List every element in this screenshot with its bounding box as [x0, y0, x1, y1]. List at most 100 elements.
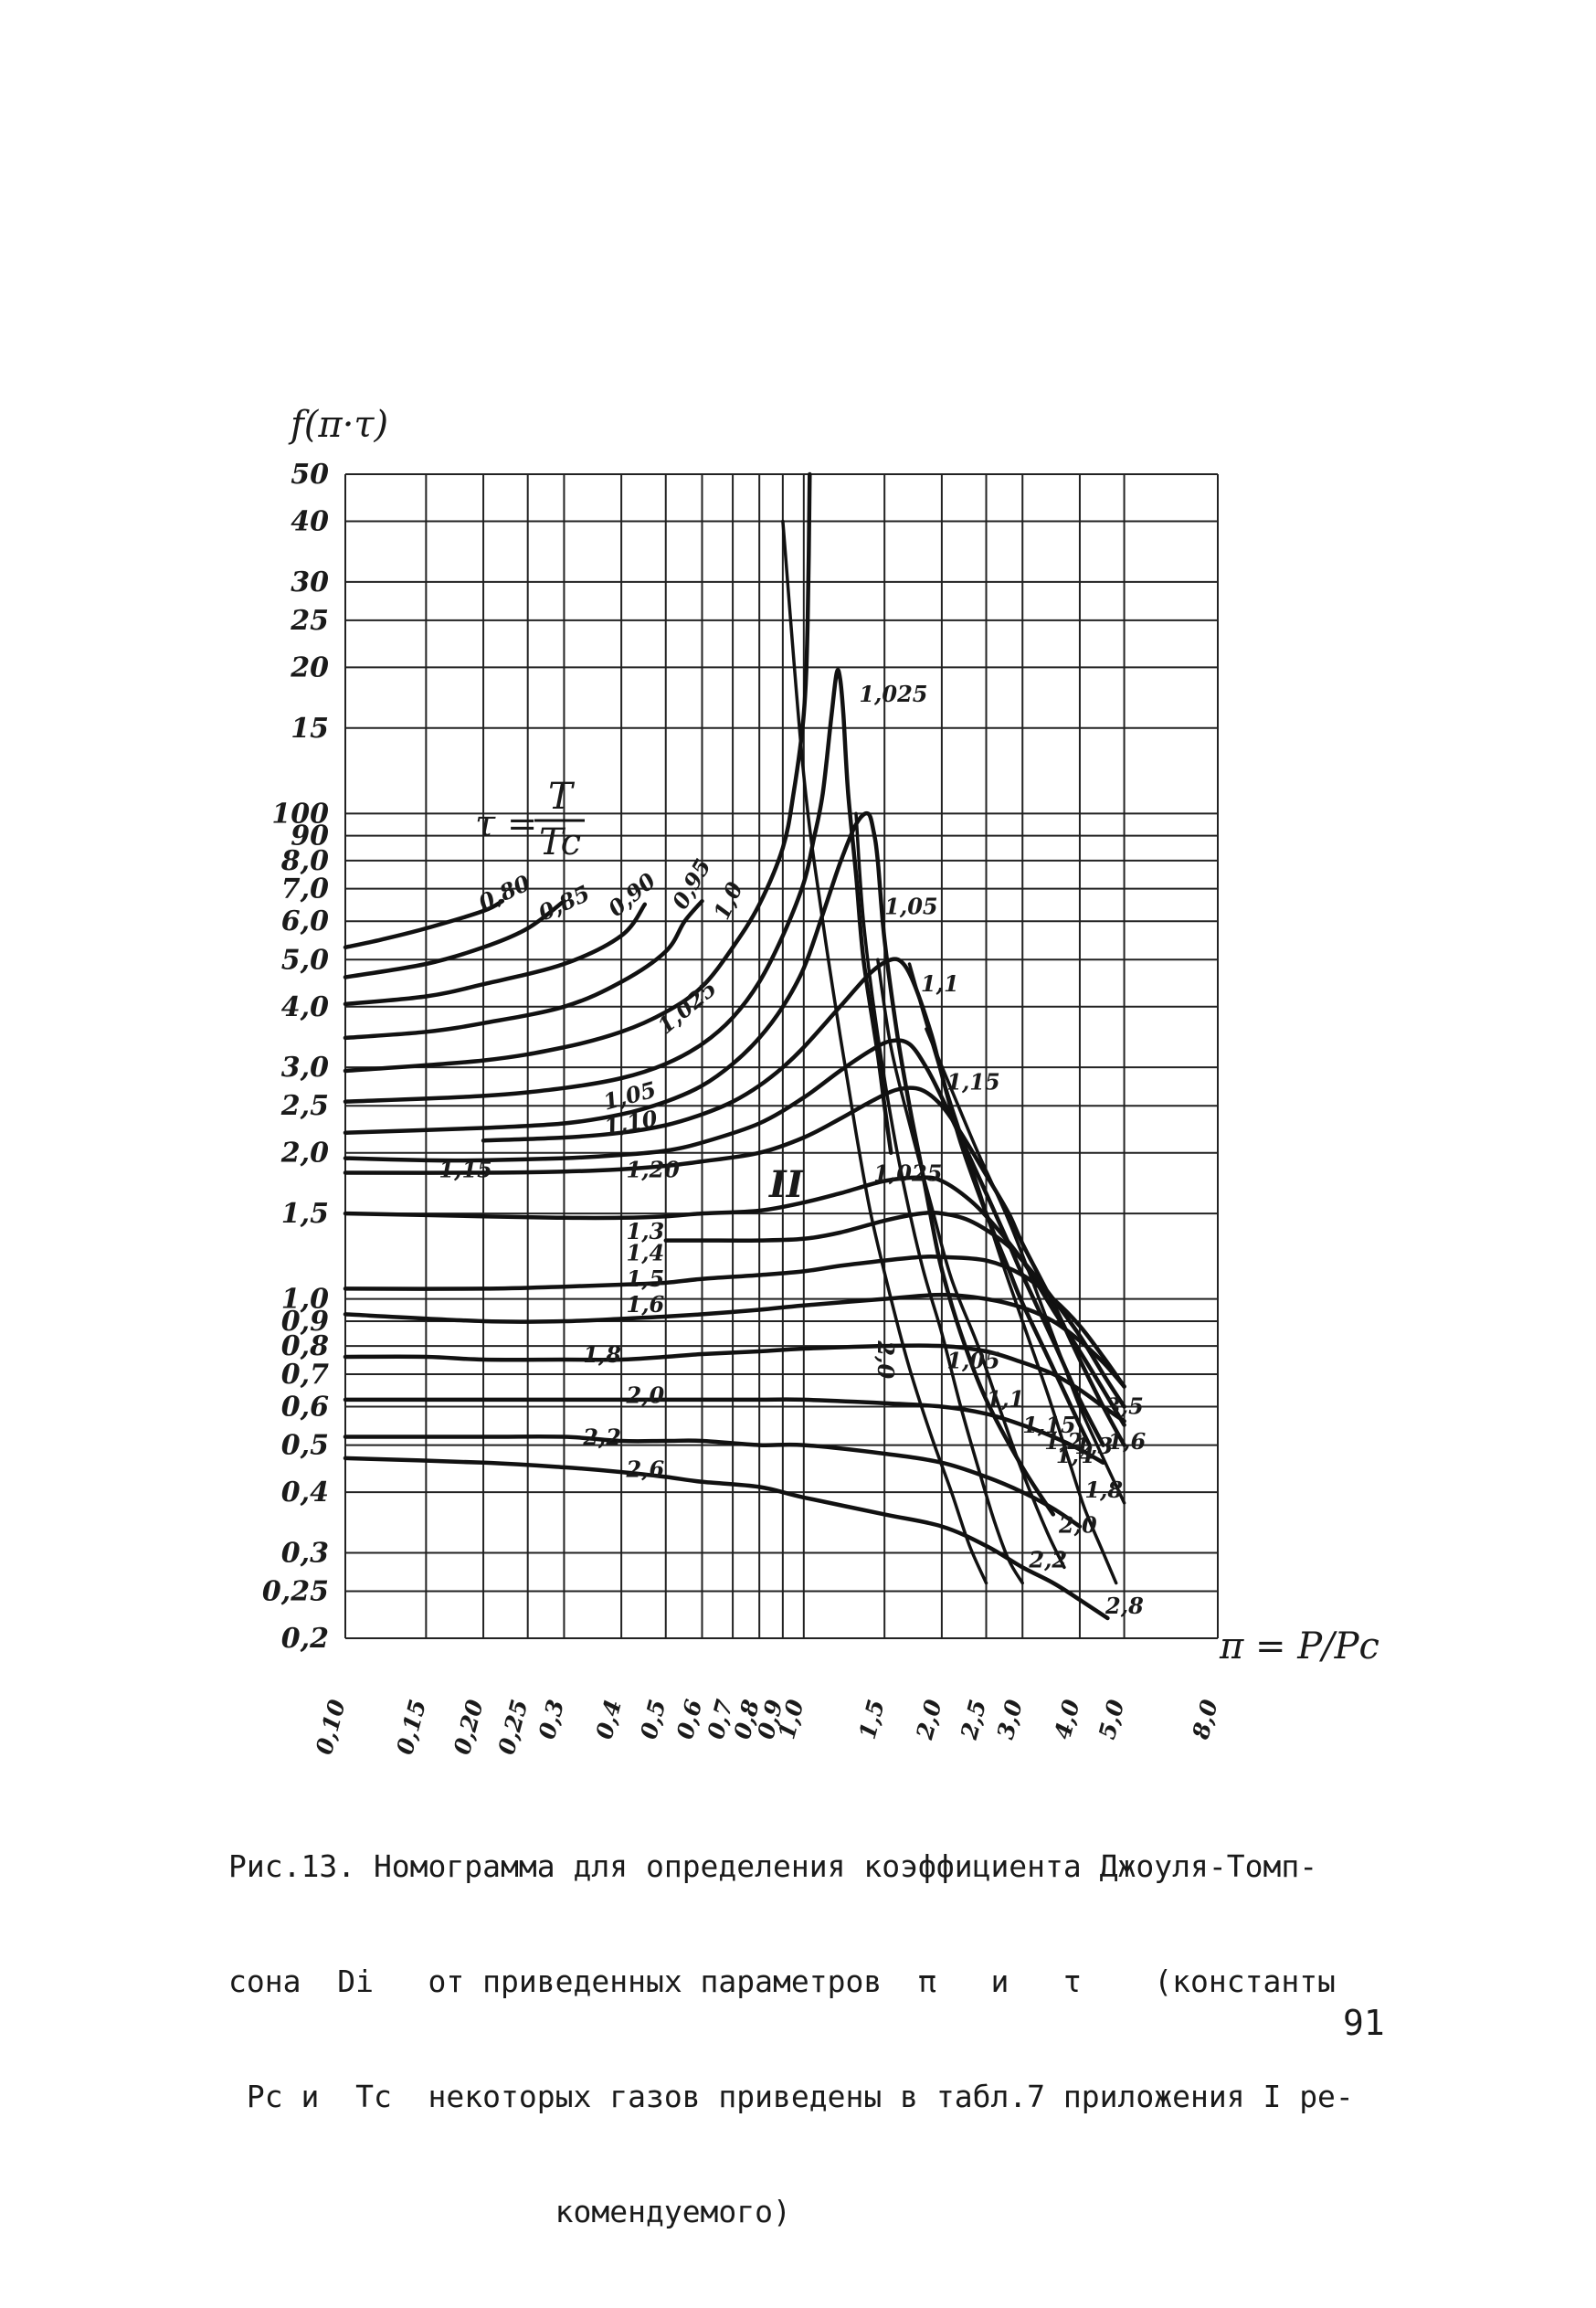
y-tick-label: 8,0: [280, 845, 329, 877]
y-tick-label: 50: [291, 459, 329, 491]
tau-curve-label: 1,8: [583, 1341, 621, 1368]
tau-definition: τ = T Tc: [475, 776, 585, 863]
tau-curve-label: 2,2: [582, 1424, 621, 1451]
pi-curve: [907, 962, 1118, 1585]
x-axis-label-text: π = P/Pc: [1219, 1625, 1379, 1667]
tau-curve: [343, 1397, 1105, 1466]
x-tick-label: 0,5: [635, 1697, 671, 1742]
x-tick-label: 2,5: [956, 1697, 992, 1742]
tau-curve: [343, 1434, 1083, 1529]
tau-curve: [343, 1175, 1126, 1427]
tau-curve-label: 1,0: [708, 877, 748, 923]
y-tick-label: 100: [271, 798, 329, 830]
pi-curve-label: 1,3: [1074, 1433, 1113, 1459]
y-tick-label: 6,0: [281, 905, 329, 937]
pi-curve-label: 1,15: [946, 1068, 999, 1095]
y-tick-label: 0,6: [281, 1392, 329, 1424]
pi-curve-label: 1,2: [1044, 1428, 1083, 1455]
tau-curve: [343, 898, 505, 950]
x-tick-label: 0,15: [391, 1697, 431, 1757]
pi-curve-label: 2,8: [1105, 1593, 1144, 1619]
x-tick-label: 1,5: [854, 1697, 890, 1742]
pi-curve-label: 2,0: [872, 1339, 899, 1379]
pi-curve-label: 1,025: [859, 681, 927, 707]
x-tick-label: 3,0: [992, 1696, 1028, 1742]
tau-curve-label: 2,6: [626, 1456, 665, 1482]
pi-curve: [781, 519, 988, 1585]
x-tick-label: 0,20: [449, 1696, 489, 1757]
y-tick-labels: 0,2 0,25 0,3 0,4 0,5 0,60,70,80,91,0 1,5 2,0 2,5…: [262, 459, 329, 1655]
tau-curve-label: 1,4: [627, 1240, 665, 1266]
y-tick-label: 2,0: [280, 1138, 329, 1170]
pi-curve-label: 1,8: [1084, 1477, 1123, 1503]
tau-curve: [343, 810, 1056, 1517]
pi-curve-label: 1,025: [873, 1160, 942, 1187]
tau-curve-label: 0,90: [603, 867, 661, 922]
tau-curve-label: 1,6: [627, 1291, 665, 1318]
x-tick-label: 0,10: [311, 1696, 351, 1757]
pi-curve: [854, 811, 1024, 1585]
tau-definition-lhs: τ =: [475, 803, 537, 845]
caption-line-2: сона Di от приведенных параметров π и τ …: [228, 1964, 1336, 1999]
y-tick-label: 1,5: [281, 1198, 329, 1230]
y-tick-label: 7,0: [281, 873, 329, 905]
y-tick-label: 0,8: [281, 1330, 329, 1362]
pi-curve: [925, 1027, 1126, 1505]
tau-curve: [481, 957, 1092, 1447]
x-tick-label: 0,3: [534, 1697, 569, 1742]
y-tick-label: 40: [291, 505, 329, 537]
pi-curve-label: 1,6: [1107, 1428, 1146, 1455]
tau-curve: [663, 1210, 1126, 1409]
pi-curve-label: 1,05: [884, 894, 937, 920]
tau-curve: [343, 902, 648, 1007]
tau-curve-label: 1,5: [627, 1265, 665, 1292]
tau-definition-denominator: Tc: [539, 821, 581, 863]
y-tick-label: 0,9: [281, 1306, 329, 1338]
y-tick-label: 0,7: [281, 1359, 329, 1391]
tau-curve-label: 1,15: [439, 1157, 491, 1183]
tau-definition-numerator: T: [548, 776, 576, 818]
y-tick-label: 5,0: [281, 944, 329, 976]
tau-curve: [343, 1038, 1105, 1447]
tau-curve: [343, 1292, 1126, 1389]
x-tick-label: 8,0: [1187, 1696, 1223, 1742]
y-tick-label: 0,3: [281, 1537, 329, 1569]
x-tick-label: 0,4: [591, 1697, 627, 1742]
y-tick-label: 1,0: [281, 1284, 329, 1316]
tau-curve-label: 2,0: [626, 1382, 665, 1409]
tau-curve: [343, 471, 812, 1074]
curves: [343, 471, 1126, 1621]
y-tick-label: 15: [291, 713, 329, 745]
pi-curve-label: 3,5: [1105, 1392, 1144, 1419]
x-tick-label: 0,25: [493, 1697, 534, 1757]
pi-curve: [876, 958, 1066, 1570]
y-tick-label: 20: [290, 651, 329, 683]
y-axis-label: f(π·τ): [288, 404, 388, 446]
tau-curve: [343, 1456, 1110, 1621]
pi-curve-label: 1,15: [1022, 1412, 1075, 1438]
pi-curve-label: 1,05: [946, 1347, 999, 1373]
pi-curve-label: 2,0: [1058, 1511, 1097, 1538]
y-tick-label: 3,0: [281, 1052, 329, 1084]
y-tick-label: 25: [290, 605, 329, 637]
pi-curve-label: 1,1: [987, 1386, 1025, 1413]
y-tick-label: 30: [291, 566, 329, 598]
figure-caption: Рис.13. Номограмма для определения коэфф…: [228, 1771, 1389, 2308]
tau-curve-label: 0,95: [667, 854, 716, 914]
page-number: 91: [1343, 2003, 1385, 2043]
caption-line-4: комендуемого): [228, 2194, 791, 2229]
tau-curve: [343, 898, 566, 979]
y-tick-label: 0,4: [281, 1477, 329, 1509]
tau-curve: [343, 1343, 1126, 1424]
x-tick-label: 5,0: [1094, 1696, 1129, 1742]
y-tick-label: 4,0: [281, 991, 329, 1023]
caption-line-3: Pc и Tc некоторых газов приведены в табл…: [228, 2079, 1354, 2114]
pi-curve-label: 1,4: [1056, 1442, 1094, 1468]
region-mark: II: [768, 1163, 805, 1206]
tau-curve: [343, 1255, 1126, 1389]
x-tick-labels: 0,10 0,15 0,20 0,25 0,3 0,4 0,5 0,60,70,80,91,0…: [311, 1696, 1223, 1757]
tau-curve-label: 1,20: [627, 1157, 681, 1183]
